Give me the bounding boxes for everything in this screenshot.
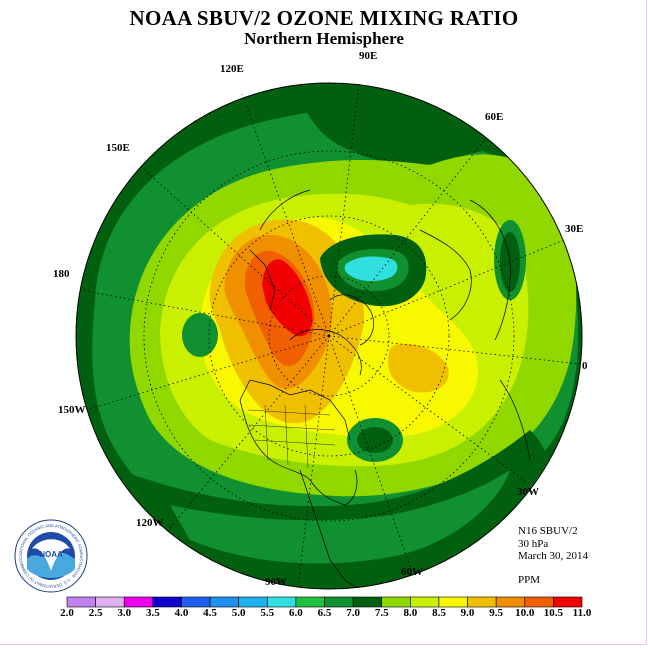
colorbar-tick-label: 3.0 [117,607,132,619]
colorbar-tick-label: 4.5 [203,607,217,619]
map-subtitle: Northern Hemisphere [244,29,404,48]
lat-lon-grid [79,83,581,587]
colorbar-tick-label: 9.0 [460,607,475,619]
lon-label-0: 0 [582,360,588,372]
colorbar-tick-label: 6.5 [317,607,332,619]
lon-label-90w: 90W [265,576,287,588]
colorbar-tick-label: 3.5 [145,607,160,619]
colorbar-tick-label: 10.0 [515,607,535,619]
lon-label-60w: 60W [401,566,423,578]
colorbar-tick-label: 9.5 [489,607,504,619]
colorbar-tick-label: 5.0 [231,607,246,619]
map-boundary [75,82,583,590]
units-label: PPM [518,574,541,586]
pressure-level-label: 30 hPa [518,538,549,550]
colorbar-tick-label: 10.5 [543,607,563,619]
lon-label-60e: 60E [485,111,504,123]
colorbar-tick-label: 7.5 [374,607,389,619]
lon-label-30e: 30E [565,223,584,235]
instrument-label: N16 SBUV/2 [518,525,578,537]
lon-label-150e: 150E [106,142,130,154]
colorbar-tick-label: 11.0 [572,607,592,619]
colorbar-tick-label: 6.0 [289,607,303,619]
colorbar-tick-label: 4.0 [174,607,189,619]
lon-label-180: 180 [53,268,70,280]
noaa-logo-text: NOAA [39,550,63,559]
map-title: NOAA SBUV/2 OZONE MIXING RATIO [129,6,519,30]
date-label: March 30, 2014 [518,550,588,562]
colorbar-tick-label: 5.5 [260,607,275,619]
lon-label-120w: 120W [136,517,164,529]
colorbar-tick-label: 8.0 [403,607,418,619]
lon-label-120e: 120E [220,63,244,75]
lon-label-90e: 90E [359,50,378,62]
lon-label-150w: 150W [58,404,86,416]
colorbar-tick-label: 2.0 [60,607,74,619]
colorbar-tick-label: 2.5 [88,607,103,619]
us-state-borders [247,404,336,469]
colorbar-tick-label: 7.0 [346,607,360,619]
colorbar-tick-label: 8.5 [432,607,446,619]
lon-label-30w: 30W [517,486,539,498]
noaa-logo: NOAA NATIONAL OCEANIC AND ATMOSPHERIC AD… [14,519,88,593]
